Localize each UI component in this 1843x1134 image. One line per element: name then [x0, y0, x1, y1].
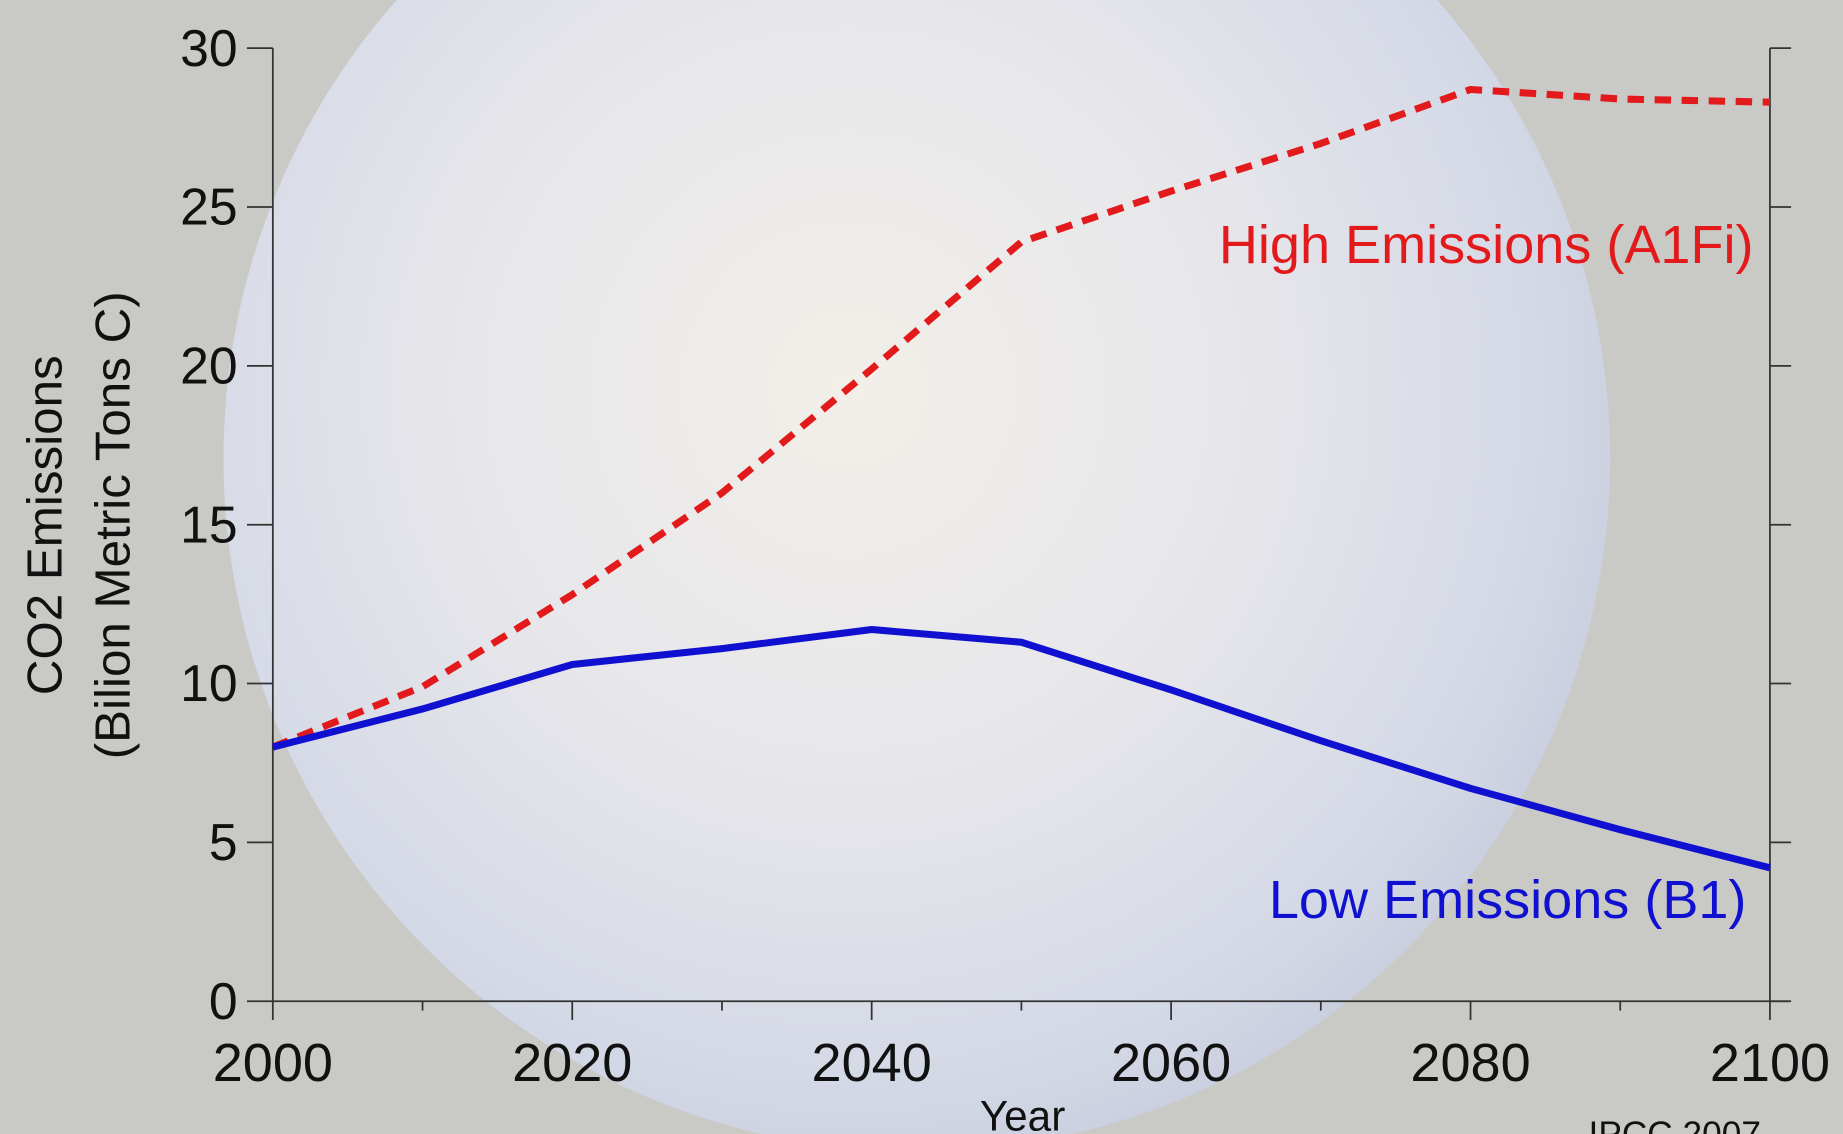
earth-image	[223, 0, 1610, 1134]
series-label: High Emissions (A1Fi)	[1219, 215, 1754, 275]
x-tick-label: 2040	[812, 1033, 932, 1093]
y-tick-label: 20	[180, 336, 238, 394]
y-tick-label: 0	[209, 972, 238, 1030]
y-axis-label-line: CO2 Emissions	[17, 355, 72, 695]
y-tick-label: 30	[180, 19, 238, 77]
x-tick-label: 2060	[1111, 1033, 1231, 1093]
series-line	[271, 85, 1771, 751]
source-note: IPCC 2007	[1589, 1115, 1761, 1134]
y-axis-label-line: (Bilion Metric Tons C)	[85, 291, 140, 759]
y-tick-label: 10	[180, 654, 238, 712]
series-line	[271, 626, 1771, 872]
x-axis-label: Year	[980, 1092, 1065, 1134]
x-tick-label: 2000	[213, 1033, 333, 1093]
x-tick-label: 2100	[1710, 1033, 1830, 1093]
y-tick-label: 25	[180, 178, 238, 236]
y-tick-label: 5	[209, 813, 238, 871]
y-tick-label: 15	[180, 495, 238, 553]
series-label: Low Emissions (B1)	[1269, 870, 1747, 930]
y-axis-label: CO2 Emissions (Bilion Metric Tons C)	[17, 291, 140, 759]
x-tick-label: 2020	[512, 1033, 632, 1093]
x-tick-label: 2080	[1410, 1033, 1530, 1093]
